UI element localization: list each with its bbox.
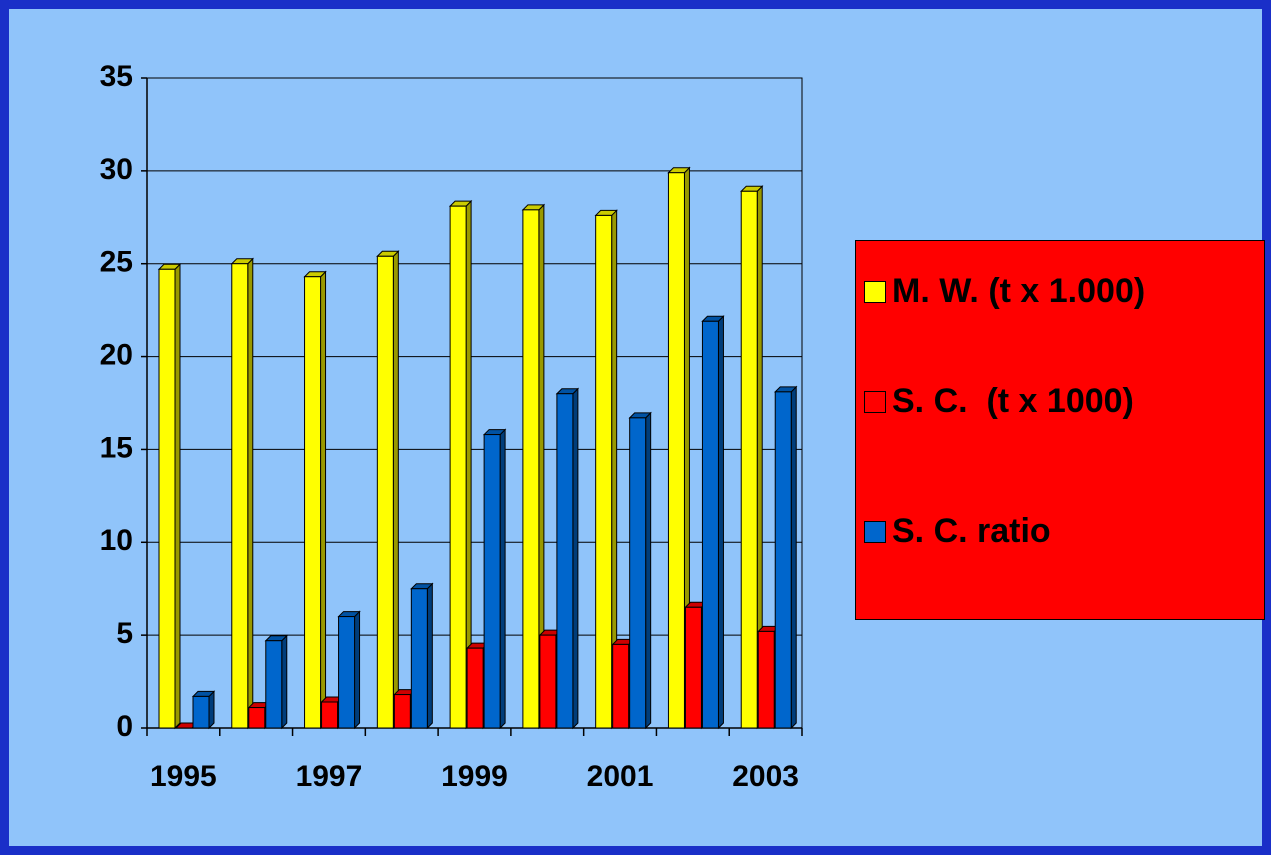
legend-swatch bbox=[864, 521, 886, 543]
bar-side bbox=[392, 250, 399, 730]
bar-side bbox=[208, 690, 215, 730]
x-tick-label: 2003 bbox=[732, 760, 799, 793]
bar bbox=[556, 393, 574, 729]
legend-label: S. C. (t x 1000) bbox=[892, 382, 1134, 420]
bar-side bbox=[572, 387, 579, 730]
bar bbox=[667, 172, 685, 729]
y-tick-label: 15 bbox=[100, 431, 133, 464]
y-tick-label: 10 bbox=[100, 524, 133, 557]
y-tick-label: 25 bbox=[100, 246, 133, 279]
bar bbox=[466, 647, 484, 729]
legend-entry: S. C. (t x 1000) bbox=[864, 381, 1222, 421]
bar bbox=[684, 606, 702, 729]
bar-side bbox=[281, 634, 288, 730]
legend-swatch bbox=[864, 281, 886, 303]
y-tick-label: 35 bbox=[100, 60, 133, 93]
bar bbox=[248, 707, 266, 729]
bar bbox=[701, 320, 719, 729]
bar-side bbox=[499, 428, 506, 730]
bar bbox=[393, 694, 411, 729]
x-tick-label: 1995 bbox=[150, 760, 217, 793]
legend: M. W. (t x 1.000) S. C. (t x 1000) S. C. r… bbox=[855, 240, 1265, 620]
bar bbox=[612, 643, 630, 729]
legend-swatch bbox=[864, 391, 886, 413]
bar-side bbox=[645, 411, 652, 730]
bar-side bbox=[426, 582, 433, 730]
bar-side bbox=[174, 263, 181, 730]
bar bbox=[321, 701, 339, 729]
bar bbox=[265, 640, 283, 729]
bar bbox=[740, 190, 758, 729]
bar bbox=[757, 630, 775, 729]
bar-side bbox=[790, 385, 797, 730]
y-tick-label: 30 bbox=[100, 153, 133, 186]
x-tick-label: 2001 bbox=[587, 760, 654, 793]
bar-side bbox=[717, 315, 724, 730]
bar bbox=[231, 263, 249, 729]
bar bbox=[483, 434, 501, 729]
bar bbox=[376, 255, 394, 729]
x-tick-label: 1997 bbox=[296, 760, 363, 793]
legend-entry: S. C. ratio bbox=[864, 511, 1222, 551]
legend-entry: M. W. (t x 1.000) bbox=[864, 271, 1222, 311]
bar bbox=[158, 268, 176, 729]
legend-label: S. C. ratio bbox=[892, 512, 1051, 550]
x-tick-label: 1999 bbox=[441, 760, 508, 793]
bar bbox=[449, 205, 467, 729]
bar-side bbox=[354, 610, 361, 730]
bar bbox=[410, 588, 428, 729]
y-tick-label: 5 bbox=[116, 617, 133, 650]
bar bbox=[629, 417, 647, 729]
bar-side bbox=[320, 270, 327, 730]
bar bbox=[304, 276, 322, 729]
bar bbox=[595, 214, 613, 729]
bar bbox=[539, 634, 557, 729]
y-tick-label: 20 bbox=[100, 338, 133, 371]
bar bbox=[338, 616, 356, 729]
legend-label: M. W. (t x 1.000) bbox=[892, 272, 1146, 310]
bar bbox=[522, 209, 540, 729]
y-tick-label: 0 bbox=[116, 710, 133, 743]
bar bbox=[192, 695, 210, 729]
bar bbox=[774, 391, 792, 729]
bar-side bbox=[247, 257, 254, 730]
